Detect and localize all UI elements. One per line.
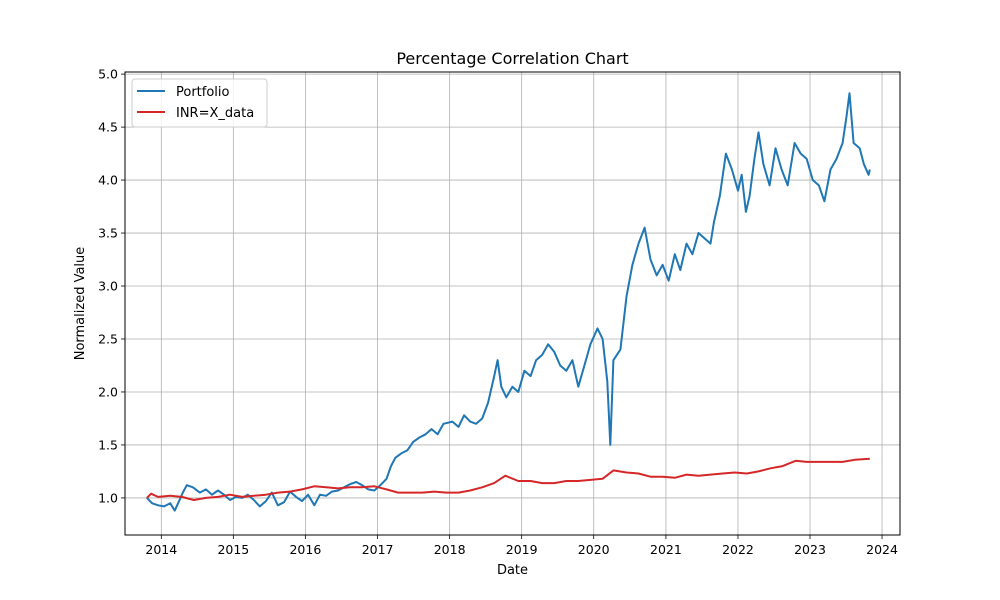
x-tick-label: 2015 [217, 542, 249, 557]
y-tick-label: 3.0 [98, 279, 118, 294]
y-axis-label: Normalized Value [73, 247, 88, 361]
x-tick-label: 2022 [722, 542, 754, 557]
legend-label-portfolio: Portfolio [176, 85, 230, 100]
x-tick-label: 2024 [866, 542, 898, 557]
x-tick-label: 2016 [289, 542, 321, 557]
series-line-portfolio [146, 92, 871, 512]
grid [125, 72, 900, 535]
chart-title: Percentage Correlation Chart [396, 49, 628, 68]
y-tick-label: 1.0 [98, 490, 118, 505]
x-tick-label: 2019 [506, 542, 538, 557]
legend-label-inr: INR=X_data [176, 106, 254, 121]
y-tick-label: 5.0 [98, 67, 118, 82]
x-tick-label: 2014 [145, 542, 177, 557]
y-tick-label: 1.5 [98, 437, 118, 452]
y-tick-label: 4.0 [98, 173, 118, 188]
y-tick-label: 3.5 [98, 226, 118, 241]
x-tick-label: 2017 [362, 542, 394, 557]
x-tick-label: 2021 [650, 542, 682, 557]
series-layer [146, 92, 871, 512]
y-tick-label: 2.0 [98, 384, 118, 399]
x-axis: 2014 2015 2016 2017 2018 2019 2020 2021 2022 2023… [145, 535, 898, 557]
legend: Portfolio INR=X_data [131, 78, 268, 128]
x-tick-label: 2023 [794, 542, 826, 557]
y-tick-label: 2.5 [98, 331, 118, 346]
legend-box [131, 78, 268, 128]
x-tick-label: 2020 [578, 542, 610, 557]
y-axis: 1.0 1.5 2.0 2.5 3.0 3.5 4.0 4.5 5.0 [98, 67, 125, 505]
series-line-inr [146, 457, 870, 501]
x-axis-label: Date [497, 563, 528, 578]
x-tick-label: 2018 [434, 542, 466, 557]
plot-frame [124, 71, 901, 536]
y-tick-label: 4.5 [98, 120, 118, 135]
